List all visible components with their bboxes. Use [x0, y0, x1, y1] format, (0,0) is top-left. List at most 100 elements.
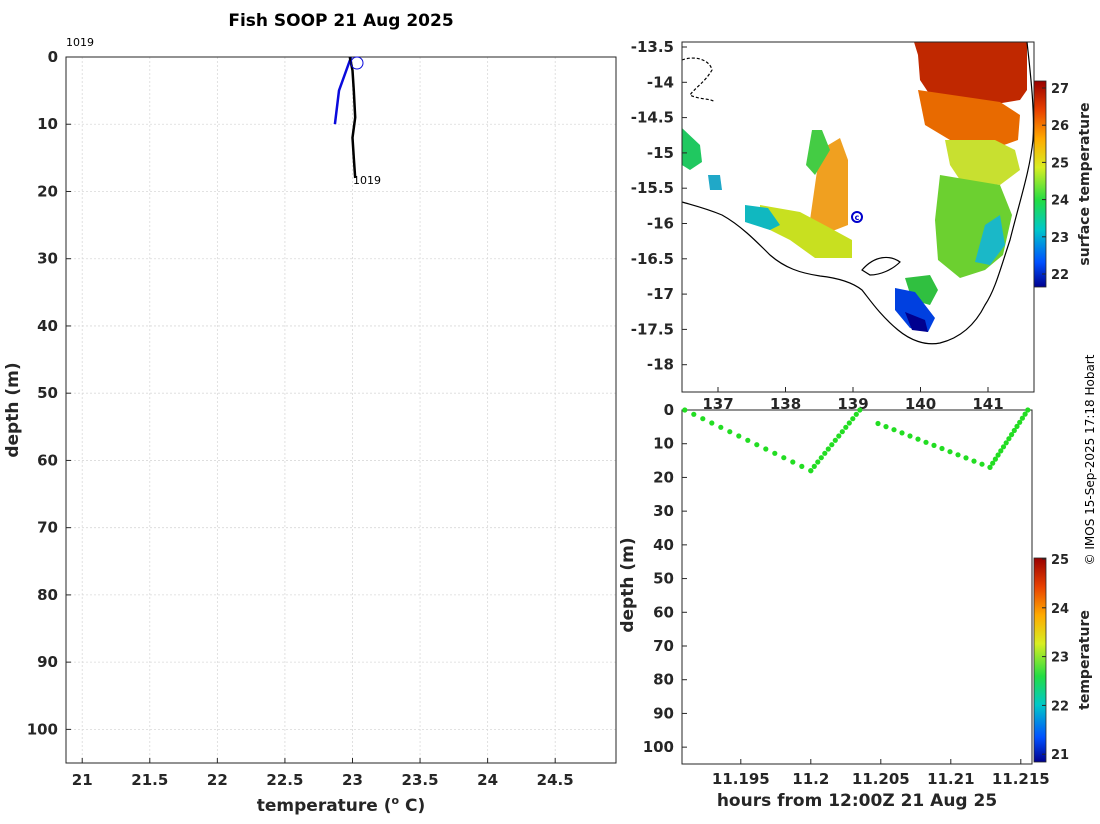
surface-colorbar-label: surface temperature [1077, 102, 1093, 265]
map-y-tick-label: -16.5 [631, 250, 674, 268]
section-y-tick-label: 90 [653, 704, 674, 722]
section-point [700, 416, 706, 422]
section-point [1003, 440, 1009, 446]
section-point [836, 433, 842, 439]
temperature-colorbar-tick-label: 24 [1051, 602, 1069, 617]
map-y-tick-label: -16 [647, 215, 674, 233]
section-x-tick-label: 11.205 [852, 770, 910, 788]
section-point [1019, 415, 1025, 421]
profile-y-tick-label: 90 [37, 653, 58, 671]
section-point [915, 436, 921, 442]
temperature-colorbar-tick-label: 23 [1051, 651, 1069, 666]
section-y-tick-label: 10 [653, 435, 674, 453]
temperature-colorbar-label: temperature [1077, 610, 1093, 710]
section-y-tick-label: 30 [653, 502, 674, 520]
island-outline [861, 256, 901, 276]
section-point [995, 452, 1001, 458]
map-y-tick-label: -15.5 [631, 179, 674, 197]
map-y-tick-label: -13.5 [631, 38, 674, 56]
section-point [923, 439, 929, 445]
section-point [839, 429, 845, 435]
map-y-tick-label: -14.5 [631, 109, 674, 127]
section-point [1022, 411, 1028, 417]
profile-x-tick-label: 23 [342, 771, 363, 789]
section-point [955, 452, 961, 458]
profile-series [333, 56, 357, 179]
sst-patch-gulf-yellow [760, 205, 852, 258]
section-point [1009, 432, 1015, 438]
section-y-tick-label: 80 [653, 671, 674, 689]
profile-start-marker [350, 56, 364, 70]
surface-colorbar-tick-label: 25 [1051, 156, 1069, 171]
section-x-ticks: 11.195 11.2 11.205 11.21 11.215 [712, 759, 1050, 788]
section-point [857, 407, 863, 413]
temperature-colorbar-ticks: 25 24 23 22 21 [1042, 553, 1069, 763]
profile-x-axis-label: temperature (o C) [257, 794, 426, 816]
section-point [883, 424, 889, 430]
section-point [808, 468, 814, 474]
section-y-tick-label: 0 [664, 401, 674, 419]
section-y-tick-label: 50 [653, 570, 674, 588]
section-point [963, 455, 969, 461]
map-x-tick-label: 141 [972, 395, 1003, 413]
section-point [992, 456, 999, 462]
sst-patch-east-yellow [945, 140, 1020, 185]
sst-patch-center-green [806, 130, 830, 175]
profile-y-tick-label: 70 [37, 519, 58, 537]
section-axes-box [681, 409, 1033, 765]
section-point [990, 460, 996, 466]
sst-patch-east-cyan [975, 215, 1005, 265]
surface-colorbar-tick-label: 27 [1051, 82, 1069, 97]
profile-y-tick-label: 60 [37, 451, 58, 469]
section-point [754, 442, 760, 448]
profile-x-tick-label: 21 [72, 771, 93, 789]
profile-line [333, 56, 353, 125]
section-point [818, 455, 824, 461]
profile-x-tick-label: 24 [477, 771, 498, 789]
temperature-colorbar-tick-label: 21 [1051, 748, 1069, 763]
sst-patch-south-navy [905, 312, 928, 332]
section-point [907, 433, 913, 439]
map-y-tick-label: -17 [647, 285, 674, 303]
temperature-colorbar [1033, 557, 1047, 763]
profile-y-tick-label: 10 [37, 115, 58, 133]
section-point [846, 420, 852, 426]
section-point [1000, 444, 1007, 450]
section-point [1014, 423, 1020, 429]
section-point [843, 424, 849, 430]
section-point [691, 411, 697, 417]
profile-axes-box [65, 56, 617, 764]
sst-patch-northeast-orange [918, 90, 1020, 150]
section-point [1025, 407, 1031, 413]
section-point [682, 407, 688, 413]
section-point [815, 459, 821, 465]
map-x-tick-label: 140 [905, 395, 936, 413]
section-point [875, 420, 881, 427]
temperature-colorbar-tick-label: 25 [1051, 553, 1069, 568]
profile-y-tick-label: 50 [37, 384, 58, 402]
map-station-marker-label: c [855, 213, 860, 222]
profile-y-tick-label: 0 [48, 48, 58, 66]
profile-y-tick-label: 40 [37, 317, 58, 335]
sst-field [682, 42, 1027, 332]
section-point [745, 437, 751, 443]
figure-title: Fish SOOP 21 Aug 2025 [228, 11, 453, 31]
profile-x-tick-label: 22 [207, 771, 228, 789]
section-point [772, 450, 778, 456]
surface-colorbar-tick-label: 26 [1051, 119, 1069, 134]
sst-patch-gulf-cyan [745, 205, 780, 230]
section-point [939, 445, 945, 452]
section-point [998, 448, 1004, 454]
section-point [763, 446, 769, 452]
profile-x-tick-label: 24.5 [537, 771, 574, 789]
section-panel: 11.195 11.2 11.205 11.21 11.215 0 10 20 30 40 50 6… [618, 401, 1093, 811]
section-point [853, 411, 859, 417]
map-y-tick-label: -17.5 [631, 320, 674, 338]
sst-patch-west-teal [708, 175, 722, 190]
profile-y-tick-label: 100 [27, 720, 58, 738]
sst-patch-west-green [682, 128, 702, 170]
map-y-tick-label: -14 [647, 73, 674, 91]
profile-y-ticks: 0 10 20 30 40 50 60 70 80 90 100 [27, 48, 71, 738]
profile-y-axis-label: depth (m) [3, 362, 23, 457]
map-x-ticks: 137 138 139 140 141 [702, 387, 1004, 413]
